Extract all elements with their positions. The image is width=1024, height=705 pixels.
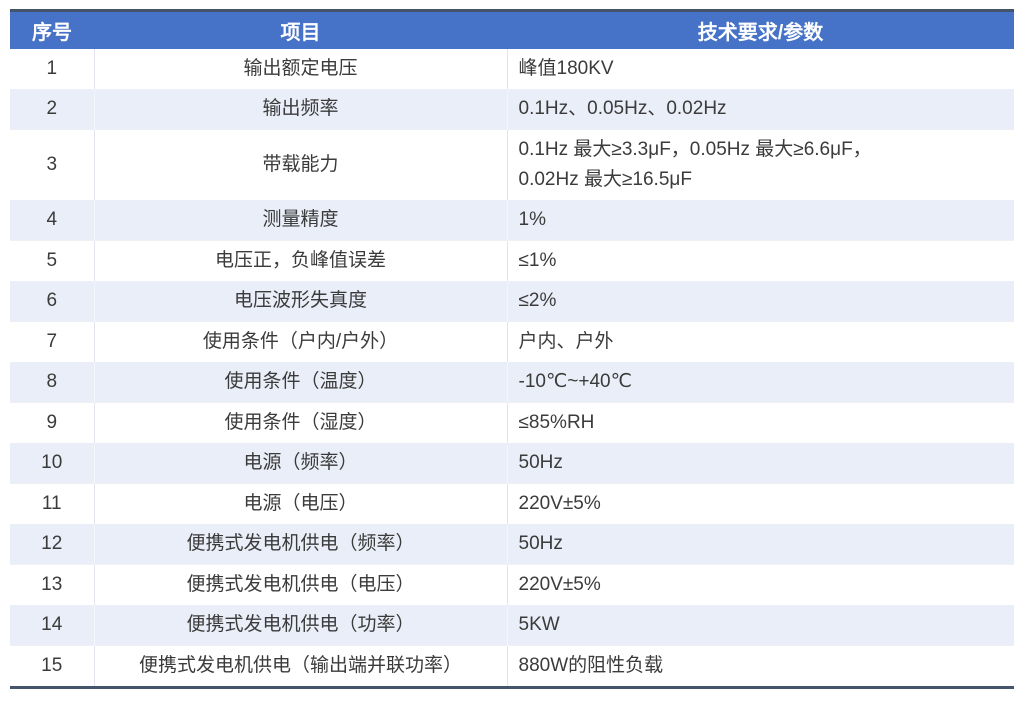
row-number-cell: 6 [10, 280, 95, 321]
table-row: 1 输出额定电压 峰值180KV [10, 48, 1014, 89]
value-cell: 50Hz [507, 523, 1014, 564]
row-number-cell: 14 [10, 604, 95, 645]
value-cell: 户内、户外 [507, 320, 1014, 362]
item-name-cell: 电源（电压） [94, 482, 508, 524]
table-row: 7 使用条件（户内/户外） 户内、户外 [10, 320, 1014, 362]
row-number-cell: 15 [10, 644, 95, 687]
value-cell: 5KW [507, 604, 1014, 645]
table-row: 14 便携式发电机供电（功率） 5KW [10, 604, 1014, 645]
table-row: 5 电压正，负峰值误差 ≤1% [10, 239, 1014, 281]
value-line: 1% [518, 208, 546, 230]
row-number-cell: 3 [10, 128, 95, 200]
value-cell: 220V±5% [507, 563, 1014, 605]
value-cell: 50Hz [507, 442, 1014, 483]
row-number-cell: 8 [10, 361, 95, 402]
value-line: 50Hz [518, 532, 563, 554]
item-name-cell: 使用条件（户内/户外） [94, 320, 508, 362]
value-cell: ≤1% [507, 239, 1014, 281]
row-number-cell: 12 [10, 523, 95, 564]
header-row: 序号 项目 技术要求/参数 [10, 10, 1014, 49]
value-cell: 峰值180KV [507, 49, 1014, 89]
header-cell-item: 项目 [94, 10, 507, 49]
value-cell: ≤85%RH [507, 401, 1014, 443]
value-line: ≤2% [518, 289, 557, 311]
item-name-cell: 使用条件（温度） [94, 361, 508, 402]
header-cell-no: 序号 [10, 10, 94, 49]
value-cell: 220V±5% [507, 482, 1014, 524]
table-row: 6 电压波形失真度 ≤2% [10, 280, 1014, 321]
value-line: -10℃~+40℃ [518, 370, 632, 392]
value-line: 0.1Hz、0.05Hz、0.02Hz [518, 97, 727, 119]
item-name-cell: 输出频率 [94, 88, 508, 129]
value-line: 0.1Hz 最大≥3.3μF，0.05Hz 最大≥6.6μF， [518, 138, 872, 160]
spec-table: 序号 项目 技术要求/参数 1 输出额定电压 峰值180KV 2 输出频率 0.1Hz、0… [10, 9, 1014, 689]
value-line: 0.02Hz 最大≥16.5μF [518, 168, 692, 190]
row-number-cell: 10 [10, 442, 95, 483]
row-number-cell: 5 [10, 239, 95, 281]
table-row: 15 便携式发电机供电（输出端并联功率） 880W的阻性负载 [10, 644, 1014, 687]
table-body: 1 输出额定电压 峰值180KV 2 输出频率 0.1Hz、0.05Hz、0.02Hz 3 带… [10, 48, 1014, 687]
value-line: 220V±5% [518, 492, 601, 514]
value-line: 880W的阻性负载 [518, 654, 664, 676]
item-name-cell: 使用条件（湿度） [94, 401, 508, 443]
item-name-cell: 电源（频率） [94, 442, 508, 483]
row-number-cell: 7 [10, 320, 95, 362]
value-cell: ≤2% [507, 280, 1014, 321]
value-line: 220V±5% [518, 573, 601, 595]
table-row: 3 带载能力 0.1Hz 最大≥3.3μF，0.05Hz 最大≥6.6μF， 0.02… [10, 128, 1014, 200]
value-line: 户内、户外 [518, 330, 614, 352]
value-line: 50Hz [518, 451, 563, 473]
row-number-cell: 11 [10, 482, 95, 524]
item-name-cell: 测量精度 [94, 199, 508, 240]
item-name-cell: 电压波形失真度 [94, 280, 508, 321]
table-row: 8 使用条件（温度） -10℃~+40℃ [10, 361, 1014, 402]
table-row: 11 电源（电压） 220V±5% [10, 482, 1014, 524]
item-name-cell: 带载能力 [94, 128, 508, 200]
value-cell: -10℃~+40℃ [507, 361, 1014, 402]
item-name-cell: 便携式发电机供电（频率） [94, 523, 508, 564]
header-cell-value: 技术要求/参数 [507, 10, 1014, 49]
table-row: 12 便携式发电机供电（频率） 50Hz [10, 523, 1014, 564]
row-number-cell: 2 [10, 88, 95, 129]
table-row: 9 使用条件（湿度） ≤85%RH [10, 401, 1014, 443]
row-number-cell: 9 [10, 401, 95, 443]
row-number-cell: 13 [10, 563, 95, 605]
item-name-cell: 便携式发电机供电（功率） [94, 604, 508, 645]
table-row: 13 便携式发电机供电（电压） 220V±5% [10, 563, 1014, 605]
value-line: 峰值180KV [518, 57, 614, 79]
table-row: 2 输出频率 0.1Hz、0.05Hz、0.02Hz [10, 88, 1014, 129]
value-cell: 1% [507, 199, 1014, 240]
row-number-cell: 4 [10, 199, 95, 240]
value-line: ≤85%RH [518, 411, 595, 433]
item-name-cell: 电压正，负峰值误差 [94, 239, 508, 281]
value-cell: 880W的阻性负载 [507, 644, 1014, 687]
item-name-cell: 便携式发电机供电（电压） [94, 563, 508, 605]
value-line: ≤1% [518, 249, 557, 271]
row-number-cell: 1 [10, 48, 95, 89]
value-cell: 0.1Hz 最大≥3.3μF，0.05Hz 最大≥6.6μF， 0.02Hz 最大… [507, 128, 1014, 200]
item-name-cell: 便携式发电机供电（输出端并联功率） [94, 644, 508, 687]
value-cell: 0.1Hz、0.05Hz、0.02Hz [507, 88, 1014, 129]
table-row: 4 测量精度 1% [10, 199, 1014, 240]
item-name-cell: 输出额定电压 [94, 48, 508, 89]
value-line: 5KW [518, 613, 560, 635]
table-row: 10 电源（频率） 50Hz [10, 442, 1014, 483]
